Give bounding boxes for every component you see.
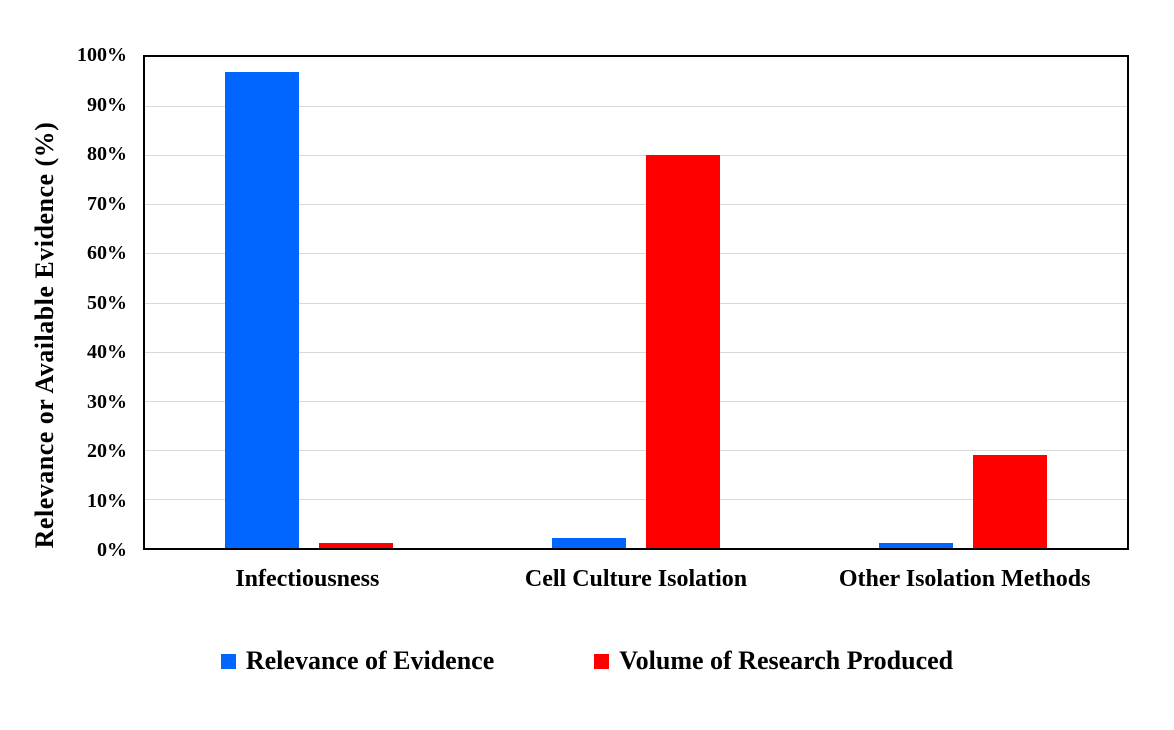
x-category-label-infectiousness: Infectiousness <box>235 566 380 592</box>
legend-item-volume-of-research-produced: Volume of Research Produced <box>594 646 953 676</box>
bar-group-other-isolation-methods <box>800 57 1127 548</box>
y-tick-label-50: 50% <box>87 291 127 314</box>
gridline-10 <box>145 498 1127 500</box>
y-tick-label-90: 90% <box>87 93 127 116</box>
bar-relevance-of-evidence-cell-culture-isolation <box>551 538 626 548</box>
gridline-20 <box>145 449 1127 451</box>
legend: Relevance of Evidence Volume of Research … <box>0 646 1174 676</box>
gridline-50 <box>145 302 1127 304</box>
bar-group-cell-culture-isolation <box>472 57 799 548</box>
legend-swatch-relevance-of-evidence <box>220 653 236 669</box>
gridline-60 <box>145 253 1127 255</box>
y-tick-label-70: 70% <box>87 192 127 215</box>
bar-volume-of-research-produced-cell-culture-isolation <box>645 155 720 548</box>
gridline-90 <box>145 106 1127 108</box>
y-tick-label-60: 60% <box>87 242 127 264</box>
y-tick-label-40: 40% <box>87 341 127 363</box>
legend-item-relevance-of-evidence: Relevance of Evidence <box>220 646 495 676</box>
gridlines <box>145 57 1127 548</box>
x-category-label-cell-culture-isolation: Cell Culture Isolation <box>524 566 748 592</box>
gridline-70 <box>145 204 1127 206</box>
gridline-40 <box>145 351 1127 353</box>
bar-groups <box>145 57 1127 548</box>
bar-relevance-of-evidence-other-isolation-methods <box>879 543 954 548</box>
gridline-80 <box>145 155 1127 157</box>
legend-swatch-volume-of-research-produced <box>594 653 610 669</box>
bar-group-infectiousness <box>145 57 472 548</box>
bar-volume-of-research-produced-other-isolation-methods <box>973 454 1048 548</box>
plot-area <box>143 55 1129 550</box>
bar-volume-of-research-produced-infectiousness <box>318 543 393 548</box>
y-axis-ticks: 0% 10% 20% 30% 40% 50% 60% 70% 80% 90% 100% <box>0 0 127 730</box>
y-tick-label-30: 30% <box>87 390 127 413</box>
gridline-30 <box>145 400 1127 402</box>
y-tick-label-10: 10% <box>87 489 127 512</box>
legend-label-relevance-of-evidence: Relevance of Evidence <box>245 646 495 675</box>
y-tick-label-80: 80% <box>87 143 127 165</box>
y-tick-label-20: 20% <box>87 440 127 462</box>
bar-relevance-of-evidence-infectiousness <box>224 71 299 548</box>
y-tick-label-100: 100% <box>77 44 127 66</box>
y-tick-label-0: 0% <box>97 539 127 561</box>
legend-label-volume-of-research-produced: Volume of Research Produced <box>619 646 954 675</box>
x-category-label-other-isolation-methods: Other Isolation Methods <box>838 566 1091 592</box>
